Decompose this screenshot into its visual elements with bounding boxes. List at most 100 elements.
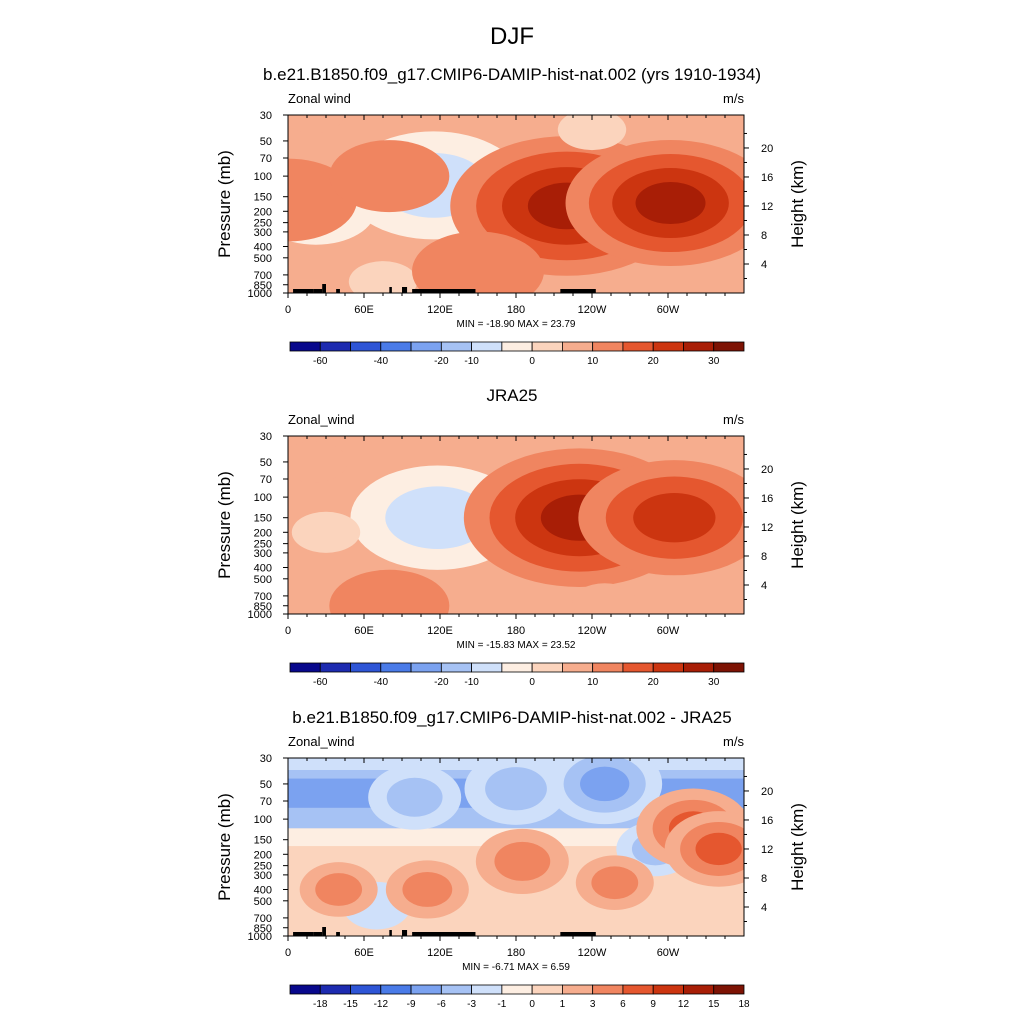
colorbar-box bbox=[471, 662, 503, 673]
y2-axis-label: Height (km) bbox=[788, 803, 807, 891]
y-tick-label: 500 bbox=[254, 896, 272, 908]
contour-level bbox=[557, 115, 627, 151]
contour-feature bbox=[664, 811, 744, 887]
contour-feature bbox=[572, 583, 638, 614]
contour-level bbox=[494, 841, 551, 881]
y-tick-label: 1000 bbox=[248, 609, 272, 621]
y-tick-label: 700 bbox=[254, 913, 272, 925]
colorbar-box bbox=[289, 984, 321, 995]
contour-level bbox=[635, 182, 706, 225]
colorbar-tick-label: -1 bbox=[497, 999, 506, 1010]
colorbar-box bbox=[592, 984, 624, 995]
contour-feature bbox=[291, 511, 361, 553]
contour-field bbox=[288, 758, 744, 930]
colorbar-tick-label: 20 bbox=[648, 677, 660, 688]
colorbar-box bbox=[531, 984, 563, 995]
colorbar-tick-label: 0 bbox=[529, 999, 535, 1010]
land-block bbox=[313, 932, 323, 936]
y-tick-label: 50 bbox=[260, 779, 272, 791]
colorbar-box bbox=[471, 341, 503, 352]
colorbar: -60 -40 -20 -10 0 10 20 30 bbox=[289, 341, 745, 367]
colorbar-box bbox=[622, 984, 654, 995]
colorbar-tick-label: 30 bbox=[708, 356, 720, 367]
colorbar-tick-label: -40 bbox=[374, 356, 389, 367]
colorbar-box bbox=[319, 341, 351, 352]
contour-level bbox=[402, 872, 453, 907]
x-tick-label: 120W bbox=[578, 625, 607, 637]
y-tick-label: 400 bbox=[254, 241, 272, 253]
land-block bbox=[412, 932, 476, 936]
colorbar-box bbox=[350, 662, 382, 673]
colorbar-box bbox=[440, 341, 473, 352]
colorbar-box bbox=[440, 984, 473, 995]
y2-tick-label: 20 bbox=[761, 143, 773, 155]
colorbar-box bbox=[380, 341, 412, 352]
colorbar-box bbox=[531, 662, 563, 673]
colorbar-tick-label: 10 bbox=[587, 356, 599, 367]
x-tick-label: 180 bbox=[507, 947, 525, 959]
y2-axis-label: Height (km) bbox=[788, 160, 807, 248]
y-tick-label: 1000 bbox=[248, 931, 272, 943]
contour-feature bbox=[329, 569, 450, 614]
y-tick-label: 250 bbox=[254, 861, 272, 873]
colorbar-box bbox=[289, 341, 321, 352]
colorbar-box bbox=[501, 341, 533, 352]
contour-field bbox=[288, 441, 744, 614]
colorbar-box bbox=[622, 662, 654, 673]
land-block bbox=[402, 287, 408, 293]
contour-feature bbox=[557, 115, 627, 151]
y-tick-label: 50 bbox=[260, 136, 272, 148]
colorbar-tick-label: 0 bbox=[529, 356, 535, 367]
panel-title: b.e21.B1850.f09_g17.CMIP6-DAMIP-hist-nat… bbox=[263, 65, 761, 84]
y2-tick-label: 8 bbox=[761, 873, 767, 885]
x-tick-label: 180 bbox=[507, 625, 525, 637]
units-label: m/s bbox=[723, 91, 744, 106]
land-block bbox=[322, 927, 326, 936]
y2-tick-label: 20 bbox=[761, 464, 773, 476]
contour-feature bbox=[565, 140, 744, 267]
x-tick-label: 0 bbox=[285, 625, 291, 637]
min-max-stats: MIN = -18.90 MAX = 23.79 bbox=[457, 319, 576, 330]
contour-feature bbox=[475, 828, 569, 894]
x-tick-label: 60E bbox=[354, 304, 374, 316]
y-tick-label: 200 bbox=[254, 206, 272, 218]
land-block bbox=[402, 930, 408, 936]
colorbar-tick-label: 12 bbox=[678, 999, 690, 1010]
colorbar-tick-label: -15 bbox=[343, 999, 358, 1010]
y2-tick-label: 12 bbox=[761, 201, 773, 213]
y2-tick-label: 4 bbox=[761, 580, 767, 592]
x-tick-label: 180 bbox=[507, 304, 525, 316]
contour-feature bbox=[578, 460, 744, 576]
colorbar-tick-label: -12 bbox=[374, 999, 389, 1010]
contour-feature bbox=[288, 441, 348, 483]
y-tick-label: 300 bbox=[254, 227, 272, 239]
y-tick-label: 100 bbox=[254, 814, 272, 826]
y-tick-label: 200 bbox=[254, 527, 272, 539]
x-tick-label: 0 bbox=[285, 304, 291, 316]
panel-2: JRA25 Zonal_wind m/s 0 60E 120E 180 120W 60W 30 50… bbox=[215, 386, 807, 688]
x-tick-label: 60E bbox=[354, 625, 374, 637]
colorbar-box bbox=[319, 984, 351, 995]
y-tick-label: 200 bbox=[254, 849, 272, 861]
colorbar-tick-label: -9 bbox=[407, 999, 416, 1010]
contour-level bbox=[329, 569, 450, 614]
colorbar: -18 -15 -12 -9 -6 -3 -1 0 1 3 6 9 12 15 18 bbox=[289, 984, 750, 1010]
colorbar-tick-label: -20 bbox=[434, 356, 449, 367]
colorbar-tick-label: -20 bbox=[434, 677, 449, 688]
y2-tick-label: 12 bbox=[761, 522, 773, 534]
land-block bbox=[560, 289, 596, 293]
colorbar-box bbox=[683, 984, 715, 995]
y-axis-label: Pressure (mb) bbox=[215, 150, 234, 258]
y-tick-label: 850 bbox=[254, 280, 272, 292]
y-tick-label: 70 bbox=[260, 796, 272, 808]
y-tick-label: 400 bbox=[254, 884, 272, 896]
contour-level bbox=[572, 583, 638, 614]
y-tick-label: 50 bbox=[260, 457, 272, 469]
x-tick-label: 60W bbox=[657, 947, 680, 959]
y-tick-label: 700 bbox=[254, 270, 272, 282]
colorbar-box bbox=[319, 662, 351, 673]
colorbar-tick-label: 18 bbox=[738, 999, 750, 1010]
colorbar-tick-label: -6 bbox=[437, 999, 446, 1010]
colorbar-tick-label: -18 bbox=[313, 999, 328, 1010]
